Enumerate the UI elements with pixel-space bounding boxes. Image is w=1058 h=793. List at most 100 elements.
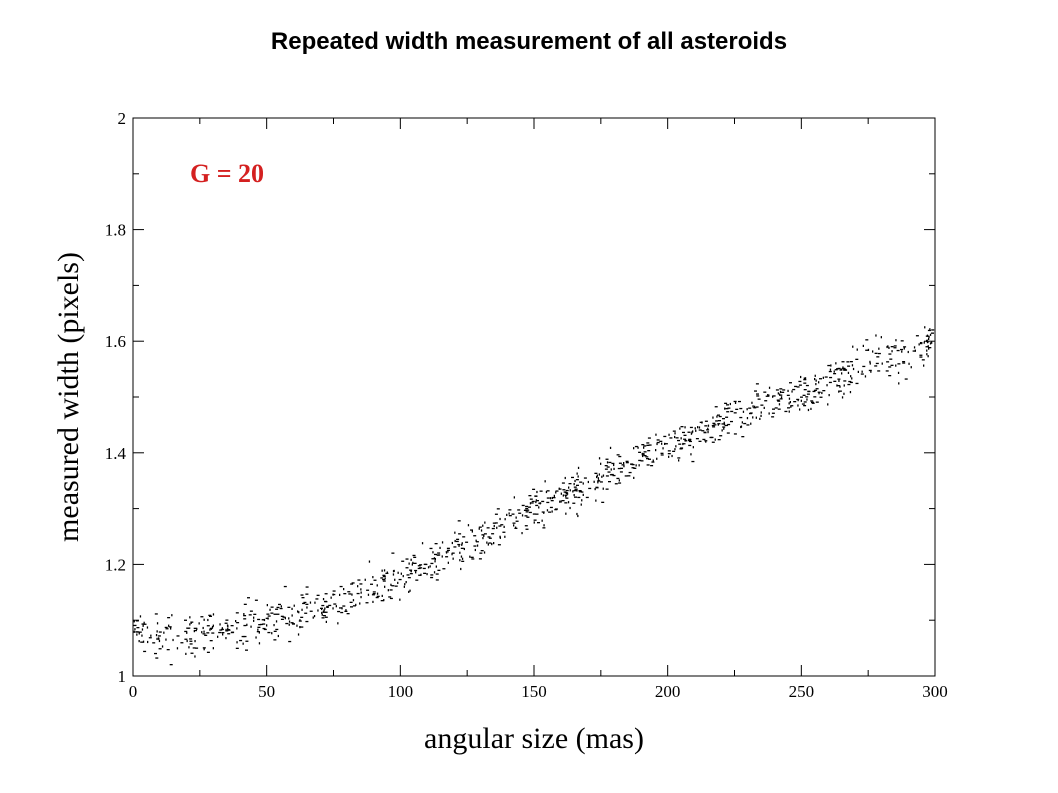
scatter-point [777, 400, 781, 402]
scatter-point [560, 492, 562, 495]
scatter-point [874, 365, 878, 367]
scatter-point [299, 619, 301, 622]
scatter-point [446, 547, 450, 549]
scatter-point [849, 391, 852, 394]
scatter-point [641, 452, 644, 455]
scatter-point [321, 607, 323, 611]
scatter-point [532, 488, 536, 490]
scatter-point [565, 495, 567, 498]
scatter-point [680, 437, 682, 440]
scatter-point [323, 609, 325, 612]
scatter-point [339, 607, 342, 609]
scatter-point [267, 631, 271, 634]
scatter-point [461, 560, 465, 562]
scatter-point [514, 527, 518, 529]
scatter-point [399, 598, 401, 601]
scatter-point [347, 591, 351, 593]
scatter-point [451, 553, 453, 556]
scatter-point [357, 585, 359, 588]
scatter-point [577, 475, 579, 478]
scatter-point [833, 373, 837, 375]
scatter-point [225, 619, 229, 621]
scatter-point [277, 634, 279, 638]
scatter-point [921, 342, 923, 345]
scatter-point [521, 514, 524, 517]
scatter-point [220, 628, 224, 631]
x-tick-label: 200 [655, 682, 681, 701]
scatter-point [275, 608, 279, 610]
scatter-point [740, 425, 742, 429]
scatter-point [848, 380, 852, 383]
scatter-point [435, 565, 437, 568]
scatter-point [579, 490, 582, 492]
scatter-point [574, 496, 577, 498]
scatter-point [835, 362, 837, 365]
scatter-point [158, 639, 161, 643]
scatter-point [602, 474, 605, 477]
scatter-point [549, 497, 552, 500]
scatter-point [535, 504, 539, 507]
scatter-point [581, 499, 583, 502]
scatter-point [460, 555, 463, 558]
scatter-point [190, 621, 192, 624]
scatter-point [546, 497, 550, 499]
scatter-point [815, 401, 819, 403]
scatter-point [418, 574, 422, 576]
scatter-point [822, 376, 824, 379]
scatter-point [545, 490, 548, 494]
scatter-point [280, 605, 282, 608]
scatter-point [332, 607, 334, 610]
scatter-point [828, 394, 830, 397]
scatter-point [562, 494, 564, 497]
scatter-point [872, 350, 874, 353]
scatter-point [887, 345, 889, 348]
scatter-point [914, 349, 916, 352]
scatter-point [288, 617, 290, 620]
scatter-point [157, 635, 161, 637]
scatter-point [529, 502, 532, 505]
scatter-point [405, 558, 409, 560]
scatter-point [321, 611, 323, 614]
scatter-point [829, 368, 832, 371]
scatter-point [163, 631, 165, 634]
scatter-point [528, 506, 531, 508]
scatter-point [717, 414, 720, 416]
scatter-point [155, 657, 159, 659]
scatter-point [491, 527, 495, 530]
scatter-point [788, 402, 790, 405]
scatter-point [554, 509, 558, 511]
scatter-point [303, 601, 307, 604]
scatter-point [525, 528, 529, 530]
scatter-point [314, 601, 316, 604]
scatter-point [413, 562, 417, 564]
scatter-point [727, 423, 731, 426]
scatter-point [574, 488, 576, 491]
scatter-point [571, 476, 574, 479]
scatter-point [652, 459, 654, 462]
scatter-point [923, 364, 925, 367]
scatter-point [740, 425, 743, 428]
scatter-point [701, 430, 705, 432]
scatter-point [800, 375, 802, 379]
scatter-point [714, 438, 716, 441]
scatter-point [243, 603, 247, 605]
scatter-point [724, 407, 726, 410]
scatter-point [511, 513, 515, 515]
scatter-point [432, 551, 434, 554]
scatter-point [326, 605, 328, 608]
scatter-point [688, 438, 692, 440]
scatter-point [772, 395, 776, 397]
x-tick-label: 0 [129, 682, 138, 701]
scatter-point [351, 582, 355, 584]
scatter-point [236, 627, 238, 630]
scatter-point [459, 559, 461, 562]
scatter-point [532, 513, 536, 515]
scatter-point [667, 450, 671, 452]
scatter-point [365, 602, 369, 604]
y-tick-label: 1.8 [105, 221, 126, 240]
scatter-point [927, 355, 929, 358]
scatter-point [542, 527, 546, 529]
scatter-point [236, 622, 240, 624]
scatter-point [392, 570, 395, 573]
scatter-point [415, 579, 419, 581]
